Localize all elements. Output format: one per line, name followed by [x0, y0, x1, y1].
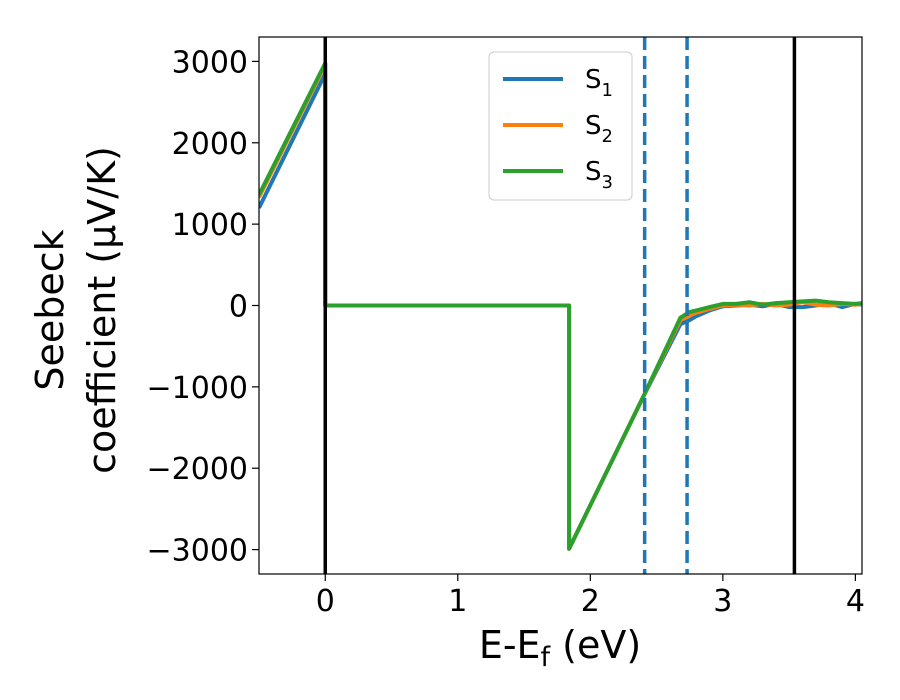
x-tick-label: 2: [581, 584, 600, 619]
y-axis-title: Seebeck coefficient (μV/K): [28, 146, 124, 474]
series-line-3: [259, 61, 862, 551]
legend-label: S1: [585, 65, 613, 101]
y-tick-label: 3000: [172, 45, 248, 80]
y-tick-label: −1000: [147, 371, 248, 406]
y-tick-label: −3000: [147, 534, 248, 569]
y-tick-label: 2000: [172, 127, 248, 162]
legend-label: S3: [585, 157, 613, 193]
y-axis-title-line2: coefficient (μV/K): [80, 146, 124, 474]
x-axis-title: E-Ef (eV): [479, 623, 641, 673]
y-tick-label: 0: [229, 290, 248, 325]
y-axis-title-line1: Seebeck: [28, 229, 72, 390]
legend-label: S2: [585, 111, 613, 147]
x-tick-label: 3: [713, 584, 732, 619]
plot-area: [259, 37, 862, 574]
y-tick-label: 1000: [172, 208, 248, 243]
x-tick-label: 4: [846, 584, 865, 619]
x-tick-label: 0: [316, 584, 335, 619]
x-tick-label: 1: [448, 584, 467, 619]
legend: S1 S2 S3: [488, 51, 633, 201]
axis-ticks: 0 1 2 3 4 3000 2000 1000 0 −1000 −2000 −3000: [147, 45, 865, 619]
y-tick-label: −2000: [147, 452, 248, 487]
